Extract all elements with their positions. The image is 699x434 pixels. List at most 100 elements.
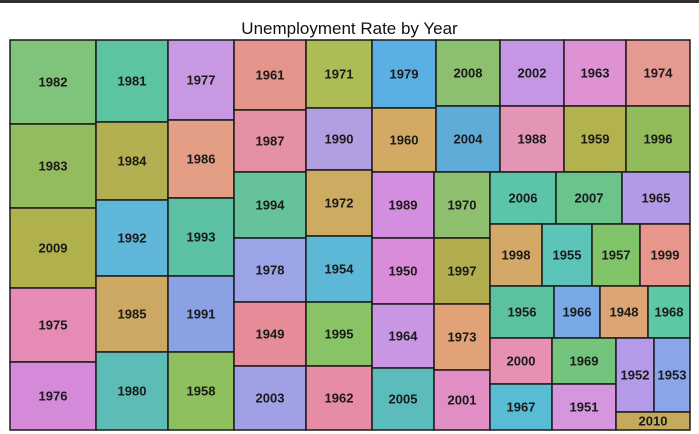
tile-1991 bbox=[167, 275, 235, 353]
tile-1964 bbox=[371, 303, 435, 369]
tile-label-1950: 1950 bbox=[389, 263, 418, 278]
tile-label-1990: 1990 bbox=[325, 131, 354, 146]
tile-label-1953: 1953 bbox=[658, 367, 687, 382]
tile-1970 bbox=[433, 171, 491, 239]
tile-1965 bbox=[621, 171, 691, 225]
tile-label-1978: 1978 bbox=[256, 262, 285, 277]
tile-label-2006: 2006 bbox=[509, 190, 538, 205]
tile-1949 bbox=[233, 301, 307, 367]
tile-label-1987: 1987 bbox=[256, 133, 285, 148]
tile-label-1979: 1979 bbox=[390, 66, 419, 81]
tile-1987 bbox=[233, 109, 307, 173]
tile-label-2000: 2000 bbox=[507, 353, 536, 368]
tile-label-1960: 1960 bbox=[390, 132, 419, 147]
tile-label-1967: 1967 bbox=[507, 399, 536, 414]
tile-1958 bbox=[167, 351, 235, 431]
tile-label-1984: 1984 bbox=[118, 153, 148, 168]
tile-label-1954: 1954 bbox=[325, 261, 355, 276]
tile-1971 bbox=[305, 39, 373, 109]
tile-label-1991: 1991 bbox=[187, 306, 216, 321]
tile-label-1969: 1969 bbox=[570, 353, 599, 368]
tile-label-1983: 1983 bbox=[39, 158, 68, 173]
tile-1980 bbox=[95, 351, 169, 431]
tile-label-2002: 2002 bbox=[518, 65, 547, 80]
tile-1961 bbox=[233, 39, 307, 111]
tile-1977 bbox=[167, 39, 235, 121]
tile-1954 bbox=[305, 235, 373, 303]
tile-label-1980: 1980 bbox=[118, 383, 147, 398]
tile-1948 bbox=[599, 285, 649, 339]
tile-label-1977: 1977 bbox=[187, 72, 216, 87]
tile-label-2010: 2010 bbox=[639, 413, 668, 428]
tile-label-1996: 1996 bbox=[644, 131, 673, 146]
tile-label-1989: 1989 bbox=[389, 197, 418, 212]
tile-1981 bbox=[95, 39, 169, 123]
tile-label-1976: 1976 bbox=[39, 388, 68, 403]
tile-1952 bbox=[615, 337, 655, 413]
tile-label-1997: 1997 bbox=[448, 263, 477, 278]
tile-1988 bbox=[499, 105, 565, 173]
top-border bbox=[0, 0, 699, 3]
tile-label-1998: 1998 bbox=[502, 247, 531, 262]
tile-2003 bbox=[233, 365, 307, 431]
tile-1951 bbox=[551, 383, 617, 431]
tile-1963 bbox=[563, 39, 627, 107]
tile-label-2008: 2008 bbox=[454, 65, 483, 80]
tile-1974 bbox=[625, 39, 691, 107]
tile-label-1968: 1968 bbox=[655, 304, 684, 319]
tile-label-1951: 1951 bbox=[570, 399, 599, 414]
tile-2006 bbox=[489, 171, 557, 225]
tile-1967 bbox=[489, 383, 553, 431]
tile-1973 bbox=[433, 303, 491, 371]
tile-label-2004: 2004 bbox=[454, 131, 484, 146]
tile-1955 bbox=[541, 223, 593, 287]
tile-2009 bbox=[9, 207, 97, 289]
tile-2010 bbox=[615, 411, 691, 431]
tile-label-1970: 1970 bbox=[448, 197, 477, 212]
tile-label-1958: 1958 bbox=[187, 383, 216, 398]
chart-title: Unemployment Rate by Year bbox=[241, 19, 458, 38]
tile-2001 bbox=[433, 369, 491, 431]
tile-label-1964: 1964 bbox=[389, 328, 419, 343]
tile-label-1959: 1959 bbox=[581, 131, 610, 146]
tile-label-1993: 1993 bbox=[187, 229, 216, 244]
tile-1956 bbox=[489, 285, 555, 339]
tile-label-1999: 1999 bbox=[651, 247, 680, 262]
tile-1994 bbox=[233, 171, 307, 239]
tile-2005 bbox=[371, 367, 435, 431]
tile-label-1981: 1981 bbox=[118, 73, 147, 88]
tile-label-1973: 1973 bbox=[448, 329, 477, 344]
tile-label-1975: 1975 bbox=[39, 317, 68, 332]
tile-2000 bbox=[489, 337, 553, 385]
tile-label-1982: 1982 bbox=[39, 74, 68, 89]
tile-1968 bbox=[647, 285, 691, 339]
tile-2004 bbox=[435, 105, 501, 173]
tile-1983 bbox=[9, 123, 97, 209]
tile-label-1992: 1992 bbox=[118, 230, 147, 245]
tile-label-1995: 1995 bbox=[325, 326, 354, 341]
tile-label-1963: 1963 bbox=[581, 65, 610, 80]
tile-label-1952: 1952 bbox=[621, 367, 650, 382]
tile-label-1961: 1961 bbox=[256, 67, 285, 82]
tile-label-1986: 1986 bbox=[187, 151, 216, 166]
tile-1985 bbox=[95, 275, 169, 353]
tile-2002 bbox=[499, 39, 565, 107]
tile-1957 bbox=[591, 223, 641, 287]
tile-label-1972: 1972 bbox=[325, 195, 354, 210]
tile-label-1988: 1988 bbox=[518, 131, 547, 146]
tile-label-1994: 1994 bbox=[256, 197, 286, 212]
tile-1990 bbox=[305, 107, 373, 171]
tile-label-2003: 2003 bbox=[256, 390, 285, 405]
tile-label-1948: 1948 bbox=[610, 304, 639, 319]
tile-label-2005: 2005 bbox=[389, 391, 418, 406]
tile-label-1971: 1971 bbox=[325, 66, 354, 81]
tile-1972 bbox=[305, 169, 373, 237]
tile-label-1966: 1966 bbox=[563, 304, 592, 319]
tile-label-2007: 2007 bbox=[575, 190, 604, 205]
tile-1996 bbox=[625, 105, 691, 173]
tile-label-1949: 1949 bbox=[256, 326, 285, 341]
tile-label-1956: 1956 bbox=[508, 304, 537, 319]
tile-label-2001: 2001 bbox=[448, 392, 477, 407]
tile-label-1974: 1974 bbox=[644, 65, 674, 80]
